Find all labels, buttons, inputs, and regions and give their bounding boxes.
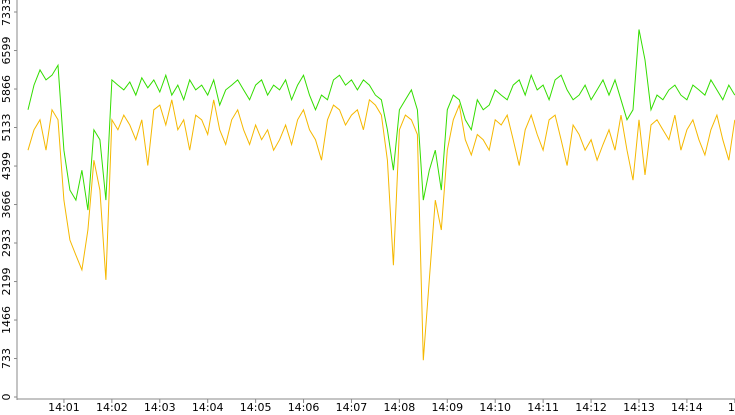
x-tick-label: 14:13 <box>623 401 655 414</box>
y-tick-label: 4399 <box>0 152 13 180</box>
x-tick-label: 14:02 <box>96 401 128 414</box>
x-tick-label: 14:11 <box>527 401 559 414</box>
x-tick-label: 14 <box>728 401 735 414</box>
x-tick-label: 14:08 <box>384 401 416 414</box>
x-tick-label: 14:05 <box>240 401 272 414</box>
y-tick-label: 1466 <box>0 306 13 334</box>
y-tick-label: 0 <box>0 394 13 401</box>
x-tick-label: 14:01 <box>48 401 80 414</box>
series-line <box>27 98 735 361</box>
y-tick-label: 6599 <box>0 37 13 65</box>
x-tick-label: 14:14 <box>671 401 703 414</box>
y-tick-label: 7333 <box>0 0 13 26</box>
y-tick-label: 733 <box>0 348 13 369</box>
y-tick-label: 5866 <box>0 75 13 103</box>
y-tick-label: 5133 <box>0 114 13 142</box>
x-tick-label: 14:10 <box>479 401 511 414</box>
x-tick-label: 14:04 <box>192 401 224 414</box>
y-tick-label: 2933 <box>0 229 13 257</box>
x-tick-label: 14:03 <box>144 401 176 414</box>
series-line <box>27 29 735 211</box>
x-tick-label: 14:07 <box>336 401 368 414</box>
y-tick-label: 2199 <box>0 268 13 296</box>
y-tick-label: 3666 <box>0 191 13 219</box>
x-tick-label: 14:09 <box>431 401 463 414</box>
x-tick-label: 14:06 <box>288 401 320 414</box>
x-tick-label: 14:12 <box>575 401 607 414</box>
